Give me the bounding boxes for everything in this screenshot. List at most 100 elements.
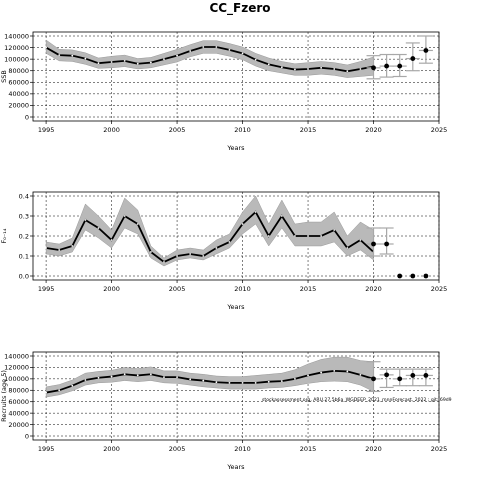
series-point bbox=[267, 235, 270, 237]
x-tick-label: 2000 bbox=[103, 126, 120, 134]
series-point bbox=[228, 381, 231, 384]
series-line bbox=[45, 46, 374, 73]
x-tick-label: 1995 bbox=[38, 285, 55, 293]
series-point bbox=[320, 371, 323, 374]
series-point bbox=[189, 253, 192, 255]
x-tick-label: 2010 bbox=[234, 445, 251, 453]
series-point bbox=[202, 46, 205, 48]
forecast-point bbox=[423, 273, 429, 279]
x-tick-label: 2025 bbox=[431, 126, 448, 134]
page-title: CC_Fzero bbox=[209, 1, 271, 15]
y-tick-label: 0.2 bbox=[19, 232, 29, 240]
x-tick-label: 2005 bbox=[169, 285, 186, 293]
series-point bbox=[267, 63, 270, 66]
x-tick-label: 2010 bbox=[234, 126, 251, 134]
series-point bbox=[110, 375, 113, 378]
series-point bbox=[136, 223, 139, 225]
series-point bbox=[215, 46, 218, 48]
y-tick-label: 0.3 bbox=[19, 212, 29, 220]
series-point bbox=[45, 46, 47, 49]
series-point bbox=[307, 235, 309, 237]
series-point bbox=[320, 66, 323, 69]
series-point bbox=[333, 68, 336, 70]
x-tick-label: 2000 bbox=[103, 445, 120, 453]
series-point bbox=[110, 61, 113, 63]
chart-panel-2: 1995 2000 2005 2010 2015 2020 2025 0.0 0.1 0.2 0.3… bbox=[0, 191, 448, 311]
y-tick-label: 120000 bbox=[4, 364, 29, 372]
x-tick-label: 2015 bbox=[300, 285, 317, 293]
x-tick-label: 2005 bbox=[169, 445, 186, 453]
series-point bbox=[163, 261, 165, 263]
forecast-point bbox=[384, 241, 390, 247]
series-point bbox=[228, 48, 231, 51]
y-tick-label: 60000 bbox=[8, 79, 29, 87]
series-point bbox=[58, 249, 61, 251]
series-point bbox=[254, 381, 257, 384]
series-point bbox=[333, 369, 336, 372]
series-point bbox=[241, 223, 244, 225]
x-tick-label: 2010 bbox=[234, 285, 251, 293]
series-point bbox=[280, 215, 283, 217]
y-tick-label: 140000 bbox=[4, 352, 29, 360]
x-tick-label: 1995 bbox=[38, 445, 55, 453]
plot-frame bbox=[32, 351, 440, 441]
x-tick-label: 2015 bbox=[300, 126, 317, 134]
series-point bbox=[189, 378, 192, 381]
y-axis-label: SSB bbox=[0, 70, 8, 83]
x-tick-label: 2015 bbox=[300, 445, 317, 453]
series-line bbox=[45, 369, 374, 394]
series-point bbox=[202, 379, 205, 382]
series-point bbox=[123, 215, 126, 217]
x-tick-label: 2020 bbox=[365, 445, 382, 453]
series-point bbox=[58, 389, 61, 392]
chart-panel-3: 1995 2000 2005 2010 2015 2020 2025 0 20000 40000 6… bbox=[0, 351, 448, 471]
series-point bbox=[84, 57, 87, 60]
x-tick-label: 2000 bbox=[103, 285, 120, 293]
y-tick-label: 100000 bbox=[4, 375, 29, 383]
series-point bbox=[176, 255, 178, 257]
y-tick-label: 0.0 bbox=[19, 272, 29, 280]
series-point bbox=[71, 384, 74, 387]
x-axis-label: Years bbox=[226, 303, 245, 311]
series-point bbox=[346, 247, 349, 249]
series-point bbox=[84, 379, 87, 381]
series-point bbox=[359, 373, 362, 376]
series-point bbox=[45, 247, 47, 249]
series-point bbox=[136, 62, 139, 65]
series-point bbox=[84, 219, 87, 221]
series-point bbox=[97, 62, 100, 65]
confidence-band bbox=[45, 39, 374, 78]
series-point bbox=[241, 381, 244, 384]
y-tick-label: 40000 bbox=[8, 409, 29, 417]
y-tick-label: 60000 bbox=[8, 398, 29, 406]
x-axis-label: Years bbox=[226, 144, 245, 152]
y-tick-label: 80000 bbox=[8, 387, 29, 395]
x-tick-label: 2025 bbox=[431, 285, 448, 293]
series-point bbox=[359, 239, 362, 241]
series-point bbox=[71, 54, 74, 57]
x-tick-label: 2020 bbox=[365, 126, 382, 134]
x-tick-label: 1995 bbox=[38, 126, 55, 134]
series-point bbox=[58, 54, 61, 56]
series-point bbox=[359, 68, 362, 70]
series-point bbox=[241, 52, 244, 55]
y-tick-label: 140000 bbox=[4, 32, 29, 40]
series-point bbox=[267, 380, 270, 383]
series-point bbox=[189, 50, 192, 52]
y-tick-label: 0.1 bbox=[19, 252, 29, 260]
forecast-point bbox=[410, 273, 416, 279]
x-tick-label: 2020 bbox=[365, 285, 382, 293]
y-tick-label: 0 bbox=[25, 432, 29, 440]
series-point bbox=[45, 391, 47, 394]
forecast-point bbox=[397, 273, 403, 279]
x-tick-label: 2005 bbox=[169, 126, 186, 134]
forecast-point bbox=[410, 56, 416, 61]
y-tick-label: 80000 bbox=[8, 67, 29, 75]
forecast-point bbox=[410, 373, 416, 378]
x-tick-label: 2025 bbox=[431, 445, 448, 453]
series-point bbox=[123, 373, 126, 376]
y-tick-label: 0.4 bbox=[19, 192, 29, 200]
series-point bbox=[123, 59, 126, 62]
series-point bbox=[254, 58, 257, 61]
